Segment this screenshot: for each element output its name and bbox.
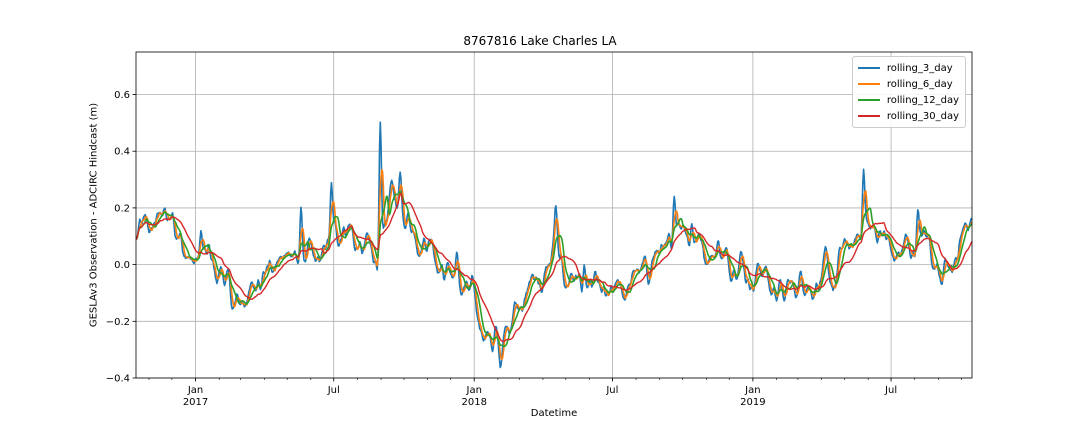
x-tick-label: Jul: [884, 385, 897, 396]
legend-item: rolling_3_day: [857, 60, 959, 76]
y-tick-label: −0.4: [106, 374, 130, 385]
y-tick-label: 0.2: [114, 203, 130, 214]
legend-label: rolling_3_day: [886, 62, 953, 74]
legend-swatch: [857, 67, 880, 69]
legend-label: rolling_30_day: [886, 110, 959, 122]
legend: rolling_3_day rolling_6_day rolling_12_d…: [851, 56, 966, 128]
legend-label: rolling_6_day: [886, 78, 953, 90]
x-tick-label: Jul: [605, 385, 618, 396]
legend-item: rolling_30_day: [857, 108, 959, 124]
y-axis-label: GESLAv3 Observation - ADCIRC Hindcast (m…: [88, 102, 100, 328]
x-tick-label: Jul: [327, 385, 340, 396]
x-tick-sublabel: 2017: [183, 397, 208, 408]
series-line-rolling_30_day: [135, 192, 973, 343]
x-tick-sublabel: 2019: [740, 397, 765, 408]
y-tick-label: 0.0: [114, 260, 130, 271]
x-tick-label: Jan: [744, 385, 760, 396]
y-tick-label: 0.6: [114, 90, 130, 101]
legend-label: rolling_12_day: [886, 94, 959, 106]
series-line-rolling_12_day: [135, 190, 973, 348]
legend-swatch: [857, 99, 880, 101]
series-line-rolling_6_day: [135, 168, 973, 361]
legend-item: rolling_6_day: [857, 76, 959, 92]
chart-title: 8767816 Lake Charles LA: [463, 34, 617, 48]
y-tick-label: 0.4: [114, 147, 130, 158]
legend-item: rolling_12_day: [857, 92, 959, 108]
legend-swatch: [857, 83, 880, 85]
legend-swatch: [857, 115, 880, 117]
x-tick-label: Jan: [187, 385, 203, 396]
x-tick-label: Jan: [466, 385, 482, 396]
x-axis-label: Datetime: [530, 408, 578, 419]
x-tick-sublabel: 2018: [461, 397, 486, 408]
y-tick-label: −0.2: [106, 317, 130, 328]
plot-frame: [135, 51, 973, 379]
